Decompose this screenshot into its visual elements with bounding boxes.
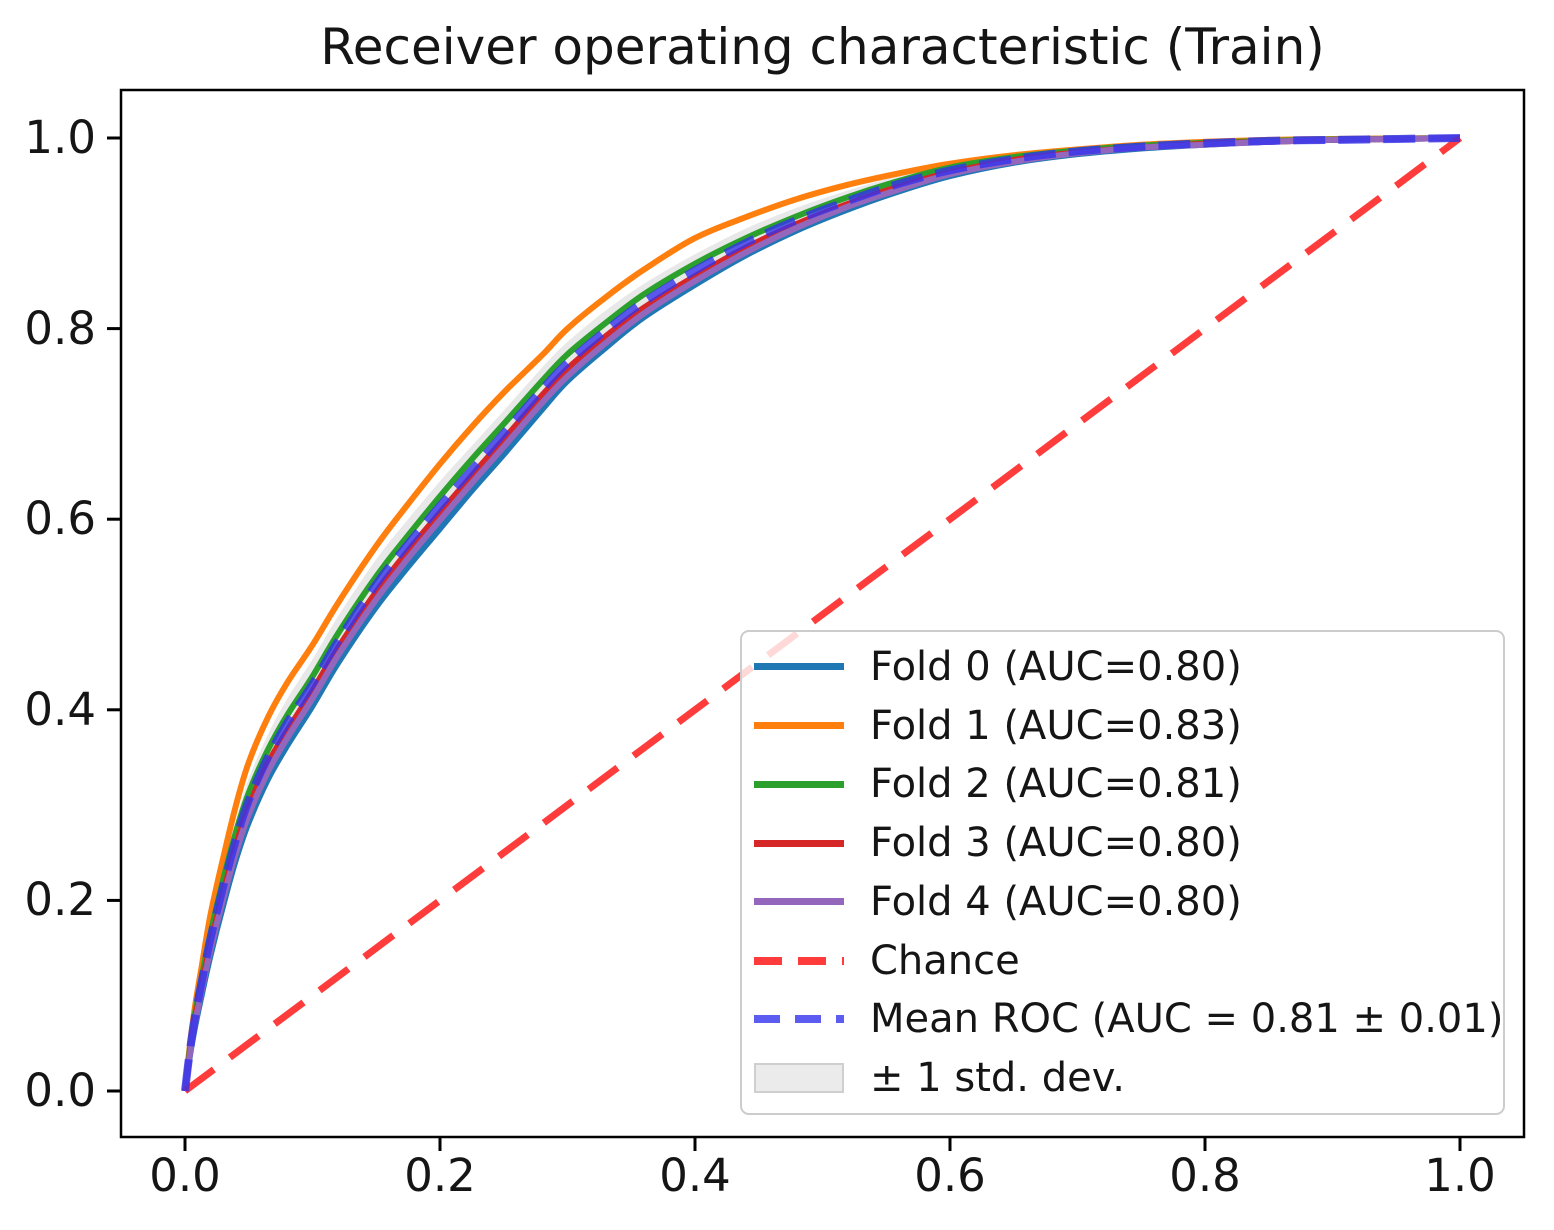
legend-item-fold-1: Fold 1 (AUC=0.83) [754,698,1493,754]
x-tick-label: 0.8 [1169,1149,1241,1202]
legend-item-mean-roc: Mean ROC (AUC = 0.81 ± 0.01) [754,991,1503,1047]
y-tick-label: 0.2 [24,873,96,927]
legend-swatch-fold-4 [754,898,844,906]
legend-item-fold-0: Fold 0 (AUC=0.80) [754,639,1493,695]
x-tick-label: 0.4 [659,1149,731,1202]
legend-label: Chance [870,937,1020,984]
legend: Fold 0 (AUC=0.80) Fold 1 (AUC=0.83) Fold… [740,630,1505,1115]
y-tick-label: 0.6 [24,492,96,546]
x-tick-label: 0.6 [914,1149,986,1202]
mean-roc-curve [181,134,1461,1092]
axes-spines [119,88,1526,1139]
legend-label: Fold 4 (AUC=0.80) [870,878,1242,925]
legend-label: Mean ROC (AUC = 0.81 ± 0.01) [870,996,1504,1043]
legend-label: Fold 2 (AUC=0.81) [870,761,1242,808]
x-tick-label: 1.0 [1424,1149,1496,1202]
legend-item-fold-2: Fold 2 (AUC=0.81) [754,756,1493,812]
legend-swatch-std-dev [754,1063,844,1094]
y-tick-label: 0.0 [24,1064,96,1117]
legend-item-fold-3: Fold 3 (AUC=0.80) [754,815,1493,871]
legend-label: Fold 1 (AUC=0.83) [870,702,1242,749]
legend-label: ± 1 std. dev. [870,1055,1126,1102]
x-tick-label: 0.2 [404,1149,476,1202]
y-tick-label: 0.4 [24,682,96,736]
legend-item-chance: Chance [754,933,1493,989]
legend-swatch-fold-3 [754,839,844,847]
legend-item-std-dev: ± 1 std. dev. [754,1050,1493,1106]
legend-swatch-fold-2 [754,780,844,788]
y-tick-label: 1.0 [24,111,96,164]
legend-swatch-fold-1 [754,722,844,730]
legend-swatch-fold-0 [754,663,844,671]
y-tick-label: 0.8 [24,301,96,355]
chart-title: Receiver operating characteristic (Train… [320,18,1325,76]
legend-label: Fold 3 (AUC=0.80) [870,820,1242,867]
x-tick-label: 0.0 [149,1149,221,1202]
chance-line [182,135,1463,1094]
legend-swatch-chance [754,956,844,965]
legend-label: Fold 0 (AUC=0.80) [870,643,1242,690]
legend-swatch-mean-roc [754,1015,844,1024]
legend-item-fold-4: Fold 4 (AUC=0.80) [754,874,1493,930]
